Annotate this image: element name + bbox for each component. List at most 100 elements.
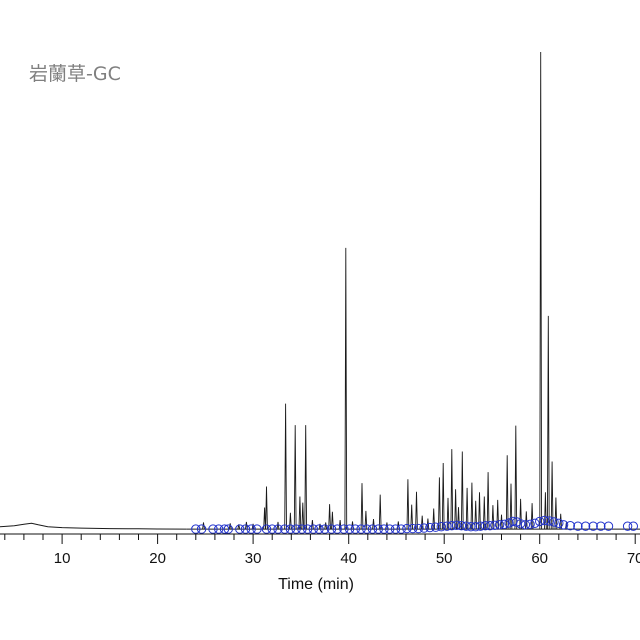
peak-marker bbox=[285, 524, 296, 534]
chromatogram-peak bbox=[265, 486, 268, 530]
chart-title: 岩蘭草-GC bbox=[29, 63, 121, 85]
chromatogram-peak bbox=[245, 521, 248, 530]
peak-marker bbox=[308, 524, 318, 534]
peak-marker bbox=[530, 518, 540, 528]
chromatogram-peak bbox=[406, 479, 410, 530]
chromatogram-peak bbox=[202, 522, 205, 530]
x-axis-label: Time (min) bbox=[278, 576, 354, 593]
chromatogram-peak bbox=[514, 425, 518, 530]
peak-marker bbox=[240, 524, 251, 534]
chromatogram-peak bbox=[324, 522, 328, 530]
chromatogram-peak bbox=[457, 507, 460, 530]
peak-marker bbox=[350, 524, 360, 534]
peak-marker bbox=[436, 522, 446, 532]
peak-marker bbox=[499, 519, 510, 529]
peak-marker bbox=[235, 524, 245, 534]
peak-marker bbox=[356, 524, 366, 534]
peak-marker bbox=[385, 524, 395, 534]
peak-marker bbox=[208, 524, 218, 534]
chromatogram-peak bbox=[228, 523, 232, 530]
chromatogram-peak bbox=[298, 496, 302, 530]
x-tick-label: 60 bbox=[531, 550, 548, 567]
chromatogram-peak bbox=[441, 462, 445, 530]
chromatogram-peak bbox=[438, 477, 441, 530]
peak-marker bbox=[297, 524, 307, 534]
peak-marker bbox=[320, 524, 330, 534]
peak-marker bbox=[480, 521, 490, 531]
chromatogram-peak bbox=[470, 482, 474, 530]
chromatogram-peak bbox=[482, 496, 486, 530]
chromatogram-peak bbox=[496, 499, 500, 530]
peak-marker bbox=[471, 522, 481, 532]
peak-marker bbox=[379, 524, 389, 534]
chromatogram-peak bbox=[559, 513, 563, 530]
chromatogram-peak bbox=[301, 502, 305, 530]
x-tick-label: 50 bbox=[436, 550, 453, 567]
chromatogram-peak bbox=[304, 425, 308, 530]
peak-marker bbox=[451, 520, 462, 530]
chromatogram-peak bbox=[478, 492, 481, 530]
chromatogram-peak bbox=[539, 51, 543, 530]
solvent-front-line bbox=[0, 522, 187, 530]
chromatogram-peak bbox=[491, 505, 495, 530]
peak-marker bbox=[520, 520, 531, 530]
peak-marker bbox=[442, 521, 452, 531]
peak-marker bbox=[390, 524, 401, 534]
peak-marker bbox=[430, 522, 441, 532]
chromatogram-peak bbox=[454, 489, 457, 530]
peak-marker bbox=[223, 524, 234, 534]
peak-marker bbox=[425, 522, 435, 533]
chromatogram-peak bbox=[450, 449, 454, 530]
peak-marker bbox=[535, 516, 545, 527]
peak-marker bbox=[252, 524, 262, 534]
peak-marker bbox=[447, 521, 457, 531]
peak-marker bbox=[280, 524, 290, 534]
peak-marker bbox=[419, 523, 429, 533]
peak-marker bbox=[246, 524, 256, 534]
peak-marker bbox=[367, 524, 378, 534]
peak-marker bbox=[490, 520, 500, 530]
peak-marker bbox=[362, 524, 372, 534]
chromatogram-peak bbox=[360, 483, 364, 530]
peak-marker bbox=[302, 524, 313, 534]
peak-marker bbox=[466, 522, 476, 532]
peak-marker-layer bbox=[191, 515, 638, 534]
peak-marker bbox=[291, 524, 301, 534]
chromatogram-peak bbox=[446, 497, 450, 530]
peak-marker bbox=[456, 521, 467, 531]
peak-marker bbox=[339, 524, 349, 534]
chromatogram-peak bbox=[251, 523, 255, 530]
peak-marker bbox=[214, 524, 224, 534]
peak-marker bbox=[554, 518, 564, 528]
peak-marker bbox=[544, 516, 554, 526]
chromatogram-peak bbox=[344, 247, 348, 530]
peak-marker bbox=[596, 521, 606, 531]
peak-marker bbox=[267, 524, 277, 534]
chromatogram-peak bbox=[505, 455, 509, 530]
chromatogram-peak bbox=[293, 425, 297, 530]
x-tick-label: 30 bbox=[245, 550, 262, 567]
peak-marker bbox=[628, 521, 638, 531]
peak-marker bbox=[261, 524, 272, 534]
chromatogram-peak bbox=[328, 504, 331, 530]
chromatogram-peak bbox=[415, 491, 418, 530]
chromatogram-peak bbox=[263, 507, 266, 530]
chromatogram-peak bbox=[237, 524, 241, 530]
peak-marker bbox=[219, 524, 230, 534]
peak-marker bbox=[344, 524, 355, 534]
peak-marker bbox=[622, 521, 633, 531]
chromatogram-peak bbox=[364, 510, 368, 530]
peak-marker bbox=[373, 524, 383, 534]
x-tick-label: 10 bbox=[54, 550, 71, 567]
x-tick-label: 20 bbox=[149, 550, 166, 567]
peak-marker bbox=[191, 524, 201, 534]
peak-marker bbox=[461, 521, 471, 531]
chromatogram-peak bbox=[276, 521, 280, 530]
peak-marker bbox=[525, 519, 535, 529]
peak-marker bbox=[549, 517, 559, 527]
x-tick-label: 70 bbox=[627, 550, 640, 567]
chromatogram-peak bbox=[284, 403, 287, 530]
chromatogram-peak bbox=[546, 315, 550, 530]
peak-marker bbox=[402, 523, 412, 534]
